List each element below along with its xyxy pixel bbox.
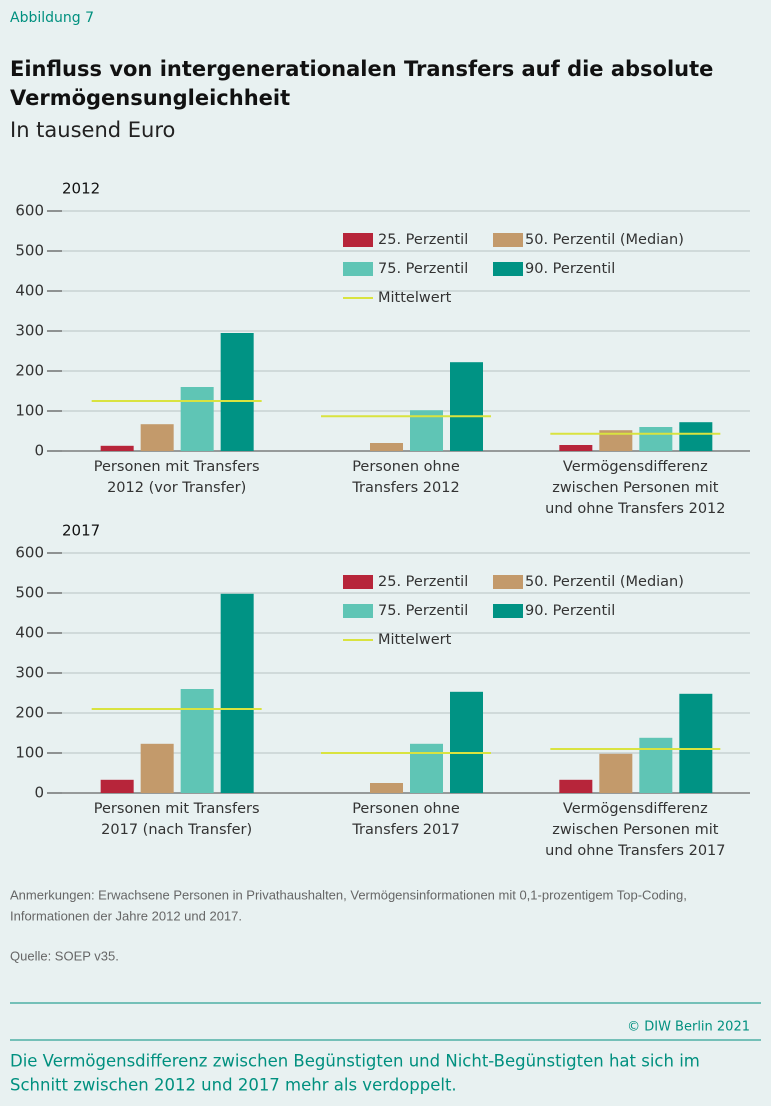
y-tick-label: 300 <box>15 322 44 340</box>
bar <box>100 445 134 451</box>
bar <box>140 424 174 451</box>
bar <box>450 691 483 793</box>
bar <box>450 362 483 451</box>
y-tick-label: 0 <box>34 784 44 802</box>
y-tick-label: 400 <box>15 282 44 300</box>
title: Einfluss von intergenerationalen Transfe… <box>10 57 713 81</box>
panel-title: 2012 <box>62 180 100 198</box>
x-tick-label: zwischen Personen mit <box>552 822 719 838</box>
legend-swatch <box>343 233 373 247</box>
bar <box>679 422 713 451</box>
y-tick-label: 200 <box>15 704 44 722</box>
x-tick-label: Vermögensdifferenz <box>563 459 708 475</box>
legend-swatch <box>343 262 373 276</box>
bar <box>599 753 633 793</box>
legend-label: Mittelwert <box>378 290 452 306</box>
title: Vermögensungleichheit <box>10 86 290 110</box>
legend-swatch <box>343 604 373 618</box>
x-tick-label: 2017 (nach Transfer) <box>101 822 252 838</box>
bar <box>559 445 593 451</box>
figure-label: Abbildung 7 <box>10 10 94 26</box>
y-tick-label: 0 <box>34 442 44 460</box>
x-tick-label: und ohne Transfers 2017 <box>545 843 725 859</box>
bar <box>559 779 593 793</box>
legend-label: 90. Perzentil <box>525 261 615 277</box>
bar <box>679 693 713 793</box>
bar <box>639 427 673 451</box>
y-tick-label: 100 <box>15 402 44 420</box>
legend-label: 90. Perzentil <box>525 603 615 619</box>
note: Anmerkungen: Erwachsene Personen in Priv… <box>10 887 687 902</box>
x-tick-label: zwischen Personen mit <box>552 480 719 496</box>
bar <box>180 689 214 793</box>
legend-swatch <box>493 604 523 618</box>
legend-label: 75. Perzentil <box>378 603 468 619</box>
bar <box>370 443 403 451</box>
legend-label: 75. Perzentil <box>378 261 468 277</box>
legend-swatch <box>343 575 373 589</box>
legend-label: 50. Perzentil (Median) <box>525 574 684 590</box>
x-tick-label: 2012 (vor Transfer) <box>107 480 246 496</box>
x-tick-label: Personen ohne <box>352 801 460 817</box>
bar <box>180 387 214 451</box>
y-tick-label: 500 <box>15 584 44 602</box>
x-tick-label: Transfers 2012 <box>351 480 459 496</box>
x-tick-label: Vermögensdifferenz <box>563 801 708 817</box>
legend-label: 25. Perzentil <box>378 232 468 248</box>
source: Quelle: SOEP v35. <box>10 948 119 963</box>
bar <box>410 743 443 793</box>
y-tick-label: 400 <box>15 624 44 642</box>
y-tick-label: 200 <box>15 362 44 380</box>
y-tick-label: 600 <box>15 202 44 220</box>
y-tick-label: 500 <box>15 242 44 260</box>
x-tick-label: Personen mit Transfers <box>94 459 260 475</box>
bar <box>100 779 134 793</box>
footer-text: Schnitt zwischen 2012 und 2017 mehr als … <box>10 1076 457 1095</box>
x-tick-label: Personen mit Transfers <box>94 801 260 817</box>
footer-text: Die Vermögensdifferenz zwischen Begünsti… <box>10 1052 700 1071</box>
legend-label: 25. Perzentil <box>378 574 468 590</box>
bar <box>220 593 254 793</box>
legend-label: Mittelwert <box>378 632 452 648</box>
subtitle: In tausend Euro <box>10 118 175 142</box>
bar <box>140 743 174 793</box>
y-tick-label: 100 <box>15 744 44 762</box>
legend-label: 50. Perzentil (Median) <box>525 232 684 248</box>
bar <box>599 430 633 451</box>
bar <box>639 737 673 793</box>
legend-swatch <box>493 262 523 276</box>
x-tick-label: und ohne Transfers 2012 <box>545 501 725 517</box>
legend-swatch <box>493 575 523 589</box>
legend-swatch <box>493 233 523 247</box>
copyright: © DIW Berlin 2021 <box>627 1020 750 1035</box>
y-tick-label: 300 <box>15 664 44 682</box>
note: Informationen der Jahre 2012 und 2017. <box>10 908 242 923</box>
y-tick-label: 600 <box>15 544 44 562</box>
bar <box>220 333 254 451</box>
bar <box>370 783 403 793</box>
x-tick-label: Personen ohne <box>352 459 460 475</box>
x-tick-label: Transfers 2017 <box>351 822 459 838</box>
panel-title: 2017 <box>62 522 100 540</box>
